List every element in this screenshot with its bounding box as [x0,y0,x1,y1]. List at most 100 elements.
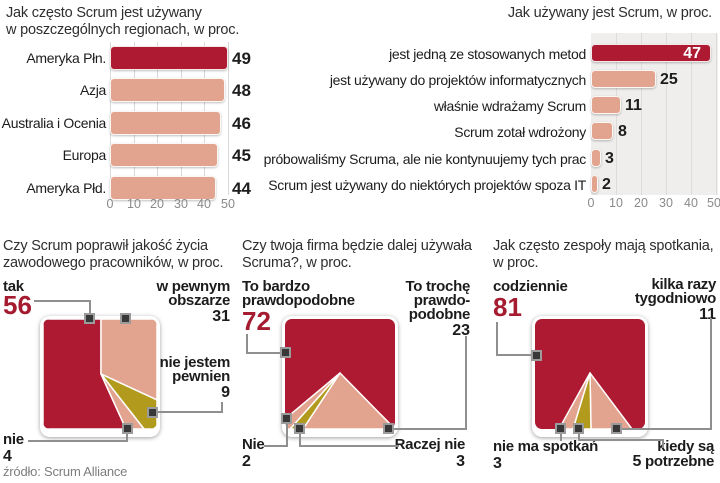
connector [34,300,90,302]
bar-row: jest używany do projektów informatycznyc… [0,70,720,88]
x-tick: 40 [197,197,211,211]
category-label: Australia i Ocenia [1,115,107,131]
bar-row: Azja 48 [0,78,720,102]
slice-label-bardzo-line2: prawdopodobne [242,292,355,309]
square-pie-continue [282,316,398,437]
connector [621,428,712,430]
bar-row: Ameryka Płn. 49 [0,46,720,70]
slice-value-kiedy: 5 [632,453,642,470]
chart-regions-title-line2: w poszczególnych regionach, w proc. [6,22,240,38]
slice-value-obszarze: 31 [212,308,230,325]
gridline [228,42,229,195]
x-tick: 50 [707,196,720,210]
x-tick: 10 [609,196,623,210]
connector [157,411,223,413]
bar-value: 44 [232,179,251,198]
slice-value-troche: 23 [452,322,470,339]
slice-value-niema: 3 [493,455,502,472]
slice-value-codziennie: 81 [493,292,522,322]
slice-label-nie: nie [3,431,24,448]
bar-value: 2 [602,176,611,193]
bar [110,176,216,200]
x-tick: 40 [684,196,698,210]
slice-marker [281,413,292,424]
connector [126,433,128,442]
bar-value: 3 [605,150,614,167]
slice-label-obszarze-line1: w pewnym [156,278,231,295]
slice-marker [531,350,542,361]
slice-label-nie2: Nie [242,436,265,453]
category-label: jest używany do projektów informatycznyc… [329,72,586,88]
slice-marker [122,423,133,434]
bar [591,149,601,167]
connector [299,445,399,447]
slice-nie-ma-spotkan [558,372,591,429]
connector [28,440,128,442]
slice-marker [120,313,131,324]
slice-label-troche-line3: podobne [408,306,471,323]
slice-label-kiedy-word: potrzebne [645,453,714,470]
connector [246,352,281,354]
connector [496,354,532,356]
bar [110,78,226,102]
slice-label-kiedy-line2: 5 potrzebne [614,453,715,470]
slice-marker [611,423,622,434]
gridline [666,33,667,195]
bar [591,175,598,193]
slice-marker [573,423,584,434]
chart-meetings-title-line1: Jak często zespoły mają spotkania, [493,238,714,254]
slice-marker [294,423,305,434]
slice-label-raczej: Raczej nie [394,436,466,453]
slice-value-raczej: 3 [456,453,465,470]
bar-value: 49 [232,49,251,68]
bar-value: 48 [232,81,251,100]
bar-row: właśnie wdrażamy Scrum 11 [0,96,720,114]
category-label: Scrum zotał wdrożony [454,124,586,140]
connector [710,318,712,430]
category-label: Ameryka Płd. [26,180,106,196]
bar-row: Scrum zotał wdrożony 8 [0,122,720,140]
gridline [716,33,717,195]
slice-label-niema: nie ma spotkań [493,438,598,455]
category-label: Europa [62,147,107,163]
category-label: Scrum jest używany do niektórych projekt… [268,177,586,193]
category-label: próbowaliśmy Scruma, ale nie kontynuujem… [263,151,587,167]
bar-value: 47 [683,45,701,62]
square-pie-svg [535,319,645,429]
slice-label-codziennie: codziennie [493,278,568,295]
slice-nie [100,373,145,429]
bar-value: 25 [660,71,678,88]
bar-value: 46 [232,114,251,133]
connector [662,439,664,448]
slice-value-tak: 56 [3,290,32,320]
chart-regions-title-line1: Jak często Scrum jest używany [6,5,202,21]
connector [246,334,248,354]
slice-marker [555,423,566,434]
chart-meetings-title-line2: w proc. [493,255,539,271]
slice-value-nie: 4 [3,448,12,465]
connector [393,428,467,430]
chart-quality-title-line2: zawodowego pracowników, w proc. [3,255,224,271]
bar-value: 11 [625,97,642,114]
connector [578,439,664,441]
category-label: Ameryka Płn. [26,50,106,66]
slice-label-kiedy-line1: kiedy są [657,438,714,455]
slice-label-troche-line1: To trochę [405,278,470,295]
bar-row: jest jedną ze stosowanych metod 47 [0,44,720,62]
x-tick: 0 [587,196,595,210]
category-label: Azja [79,82,106,98]
slice-nie [285,372,341,429]
slice-value-bardzo: 72 [242,306,271,336]
square-pie-svg [43,319,157,429]
bar [591,96,621,114]
connector [578,433,580,441]
slice-value-nie2: 2 [242,453,251,470]
connector [465,336,467,430]
chart-quality-title-line1: Czy Scrum poprawił jakość życia [3,238,208,254]
square-pie-svg [285,319,395,429]
x-tick: 30 [659,196,673,210]
bar [591,122,613,140]
slice-marker [383,423,394,434]
connector [286,423,288,447]
